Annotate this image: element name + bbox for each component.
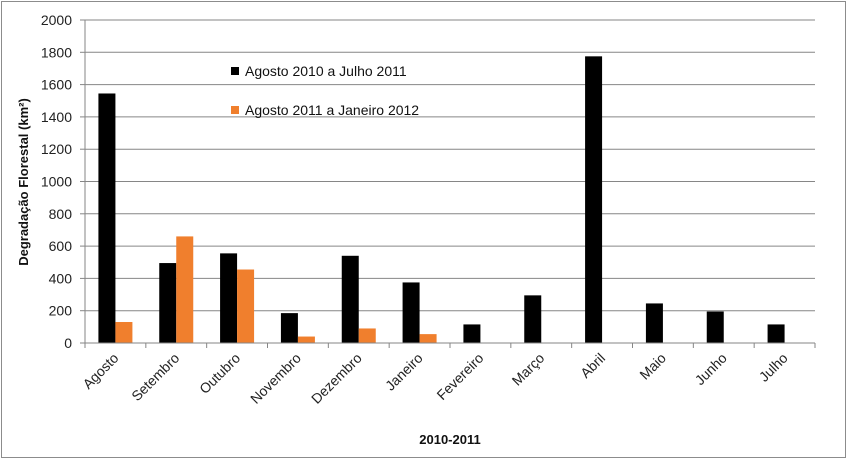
y-tick-label: 1200: [41, 141, 72, 157]
bar-series-1: [402, 282, 420, 343]
x-tick-labels: Agosto Setembro Outubro Novembro Dezembro Jan…: [79, 343, 816, 407]
x-tick-label: Fevereiro: [433, 350, 486, 403]
y-tick-label: 400: [49, 270, 73, 286]
x-tick-label: Maio: [636, 350, 669, 383]
bar-series-2: [419, 334, 437, 343]
y-tick-label: 2000: [41, 12, 72, 28]
gridlines: [85, 19, 815, 312]
bar-series-1: [98, 93, 116, 343]
x-tick-label: Janeiro: [382, 350, 426, 394]
bar-series-2: [115, 322, 133, 343]
bar-series-2: [237, 269, 255, 343]
bars: [98, 56, 785, 344]
y-tick-label: 200: [49, 303, 73, 319]
x-tick-label: Outubro: [196, 350, 243, 397]
bar-series-1: [280, 313, 298, 343]
y-tick-labels: 0 200 400 600 800 1000 1200 1400 1600 1800 2000: [41, 12, 85, 351]
x-tick-label: Julho: [756, 350, 791, 385]
y-tick-label: 1600: [41, 77, 72, 93]
x-tick-label: Junho: [692, 350, 730, 388]
x-tick-label: Abril: [577, 350, 608, 381]
y-tick-label: 1000: [41, 174, 72, 190]
y-tick-label: 0: [64, 335, 72, 351]
legend-label-series-2: Agosto 2011 a Janeiro 2012: [245, 102, 419, 118]
bar-series-1: [645, 303, 663, 343]
bar-series-1: [524, 295, 542, 343]
bar-series-1: [706, 311, 724, 343]
legend: Agosto 2010 a Julho 2011 Agosto 2011 a J…: [231, 63, 419, 118]
legend-label-series-1: Agosto 2010 a Julho 2011: [245, 63, 407, 79]
bar-series-2: [358, 328, 376, 343]
bar-series-1: [341, 255, 359, 343]
y-tick-label: 1800: [41, 44, 72, 60]
bar-series-1: [463, 324, 481, 343]
legend-swatch-series-1: [231, 67, 239, 75]
bar-series-1: [159, 263, 177, 343]
bar-series-2: [176, 236, 194, 343]
x-tick-label: Março: [509, 350, 548, 389]
bar-series-2: [297, 336, 315, 343]
y-tick-label: 1400: [41, 109, 72, 125]
bar-series-1: [767, 324, 785, 343]
x-tick-label: Setembro: [128, 350, 182, 404]
x-tick-label: Agosto: [79, 350, 121, 392]
bar-series-1: [585, 56, 603, 344]
y-tick-label: 800: [49, 206, 73, 222]
x-axis-title: 2010-2011: [419, 432, 480, 447]
x-tick-label: Novembro: [247, 350, 304, 407]
y-tick-label: 600: [49, 238, 73, 254]
legend-swatch-series-2: [231, 106, 239, 114]
x-tick-label: Dezembro: [308, 350, 365, 407]
y-axis-title: Degradação Florestal (km²): [16, 98, 31, 266]
bar-series-1: [220, 253, 238, 343]
